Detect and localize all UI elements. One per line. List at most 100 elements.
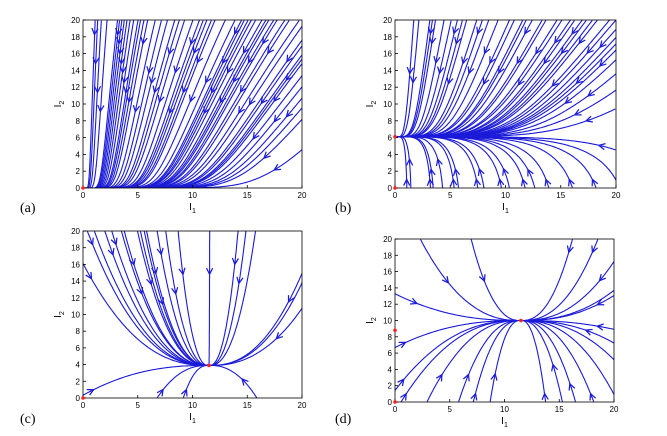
panel-b-streamline: [395, 20, 445, 138]
panel-d-streamlines: [395, 239, 614, 402]
panel-a-flow-arrow: [242, 88, 243, 89]
panel-a-streamline: [84, 20, 176, 188]
panel-d-y-tick-label: 18: [383, 251, 392, 260]
panel-d-x-tick-label: 15: [555, 405, 564, 414]
panel-d-tag: (d): [335, 412, 352, 427]
panel-d-y-tick-label: 16: [383, 268, 392, 277]
panel-d-y-tick-label: 4: [388, 365, 393, 374]
panel-b-streamline: [395, 20, 490, 138]
panel-a-flow-arrow: [289, 113, 290, 114]
panel-c-flow-arrow: [290, 298, 291, 299]
panel-a-flow-arrow: [240, 109, 241, 110]
panel-b-x-tick-label: 15: [556, 191, 565, 200]
panel-d-streamline: [426, 319, 521, 402]
panel-a-flow-arrow: [222, 99, 223, 100]
panel-a-y-tick-label: 4: [76, 150, 81, 159]
panel-b-flow-arrow: [526, 30, 527, 31]
panel-b-y-tick-label: 4: [388, 150, 393, 159]
panel-a-streamline: [85, 20, 99, 188]
panel-b-flow-arrow: [538, 50, 539, 51]
panel-b-tag: (b): [335, 201, 352, 216]
panel-a-streamline: [84, 20, 123, 188]
panel-b-streamline: [395, 20, 478, 138]
panel-d-streamline: [472, 319, 521, 402]
panel-b-equilibrium-point: [393, 134, 397, 139]
panel-d-y-axis-label: I2: [365, 317, 378, 324]
panel-a-streamline: [84, 20, 102, 188]
panel-b-flow-arrow: [546, 60, 547, 61]
panel-d-flow-arrow: [602, 278, 603, 279]
panel-c-streamline: [146, 231, 209, 366]
panel-b-flow-arrow: [579, 80, 580, 81]
panel-b-streamline: [395, 20, 593, 138]
panel-d-streamline: [458, 319, 522, 402]
panel-d-y-tick-label: 20: [383, 235, 392, 244]
panel-a-flow-arrow: [213, 89, 214, 90]
panel-b-flow-arrow: [529, 172, 530, 173]
panel-c-streamline: [123, 231, 210, 366]
panel-a-flow-arrow: [264, 40, 265, 41]
panel-c-y-axis-label: I2: [53, 311, 66, 318]
panel-a-y-tick-label: 6: [76, 134, 81, 143]
panel-b-flow-arrow: [591, 93, 592, 94]
panel-a-y-tick-label: 10: [71, 100, 80, 109]
panel-a-flow-arrow: [250, 59, 251, 60]
panel-a-y-axis-label: I2: [53, 101, 66, 108]
panel-b-flow-arrow: [602, 44, 603, 45]
panel-d-streamline: [489, 319, 521, 402]
panel-a-streamline: [84, 45, 302, 188]
panel-d-streamline: [520, 239, 599, 322]
panel-c-streamline: [182, 364, 210, 398]
panel-c-streamline: [209, 231, 247, 367]
panel-a-streamline: [84, 58, 302, 188]
panel-a-flow-arrow: [206, 109, 207, 110]
panel-b-flow-arrow: [554, 83, 555, 84]
panel-c-x-tick-label: 15: [243, 401, 252, 410]
panel-b-flow-arrow: [568, 101, 569, 102]
panel-d-y-tick-label: 8: [388, 333, 393, 342]
panel-d-x-tick-label: 20: [610, 405, 619, 414]
panel-c-flow-arrow: [244, 381, 245, 382]
panel-b-streamline: [395, 20, 483, 138]
panel-a-y-tick-label: 18: [71, 33, 80, 42]
panel-a-streamline: [84, 20, 236, 188]
panel-a-streamline: [84, 20, 131, 188]
panel-c-streamline: [208, 281, 302, 366]
panel-a-flow-arrow: [245, 49, 246, 50]
panel-a-streamline: [84, 107, 302, 188]
panel-c-y-tick-label: 20: [71, 227, 80, 236]
panel-b-flow-arrow: [602, 63, 603, 64]
panel-d-x-tick-label: 5: [448, 405, 453, 414]
panel-c-y-tick-label: 0: [76, 394, 81, 403]
panel-d-equilibrium-point: [393, 400, 397, 404]
panel-d: 0 5 10 15 20 0 2 4 6 8 10 12 14 16 18 20 I1 I2 (d): [335, 235, 619, 429]
panel-d-streamline: [520, 260, 614, 322]
panel-c-streamline: [93, 231, 210, 366]
panel-b-streamline: [395, 20, 452, 138]
panel-a-streamline: [83, 54, 302, 188]
panel-d-flow-arrow: [440, 377, 441, 378]
panel-c-streamline: [177, 231, 209, 367]
panel-b-axes: 0 5 10 15 20 0 2 4 6 8 10 12 14 16 18 20 I1 I2: [365, 16, 621, 215]
panel-c-x-tick-label: 0: [81, 401, 86, 410]
panel-b-y-tick-label: 10: [383, 100, 392, 109]
panel-d-y-tick-label: 12: [383, 300, 392, 309]
panel-b-streamline: [395, 20, 468, 138]
panel-d-flow-arrow: [413, 302, 414, 303]
panel-b-x-tick-label: 0: [393, 191, 398, 200]
panel-c-streamline: [139, 231, 210, 366]
panel-b-flow-arrow: [563, 50, 564, 51]
panel-c-axes-frame: [82, 230, 303, 399]
panel-c-streamline: [136, 231, 209, 366]
panel-c-y-tick-label: 16: [71, 260, 80, 269]
panel-d-streamline: [521, 319, 577, 402]
panel-b-equilibria: [393, 134, 397, 190]
panel-b-streamline: [395, 20, 459, 138]
panel-c-y-tick-label: 2: [76, 377, 81, 386]
panel-c-streamline: [83, 262, 209, 366]
panel-b-streamline: [395, 20, 433, 138]
panel-a-streamline: [83, 39, 302, 188]
panel-b-streamlines: [395, 20, 616, 188]
panel-c-flow-arrow: [279, 336, 280, 337]
panel-b-flow-arrow: [589, 50, 590, 51]
